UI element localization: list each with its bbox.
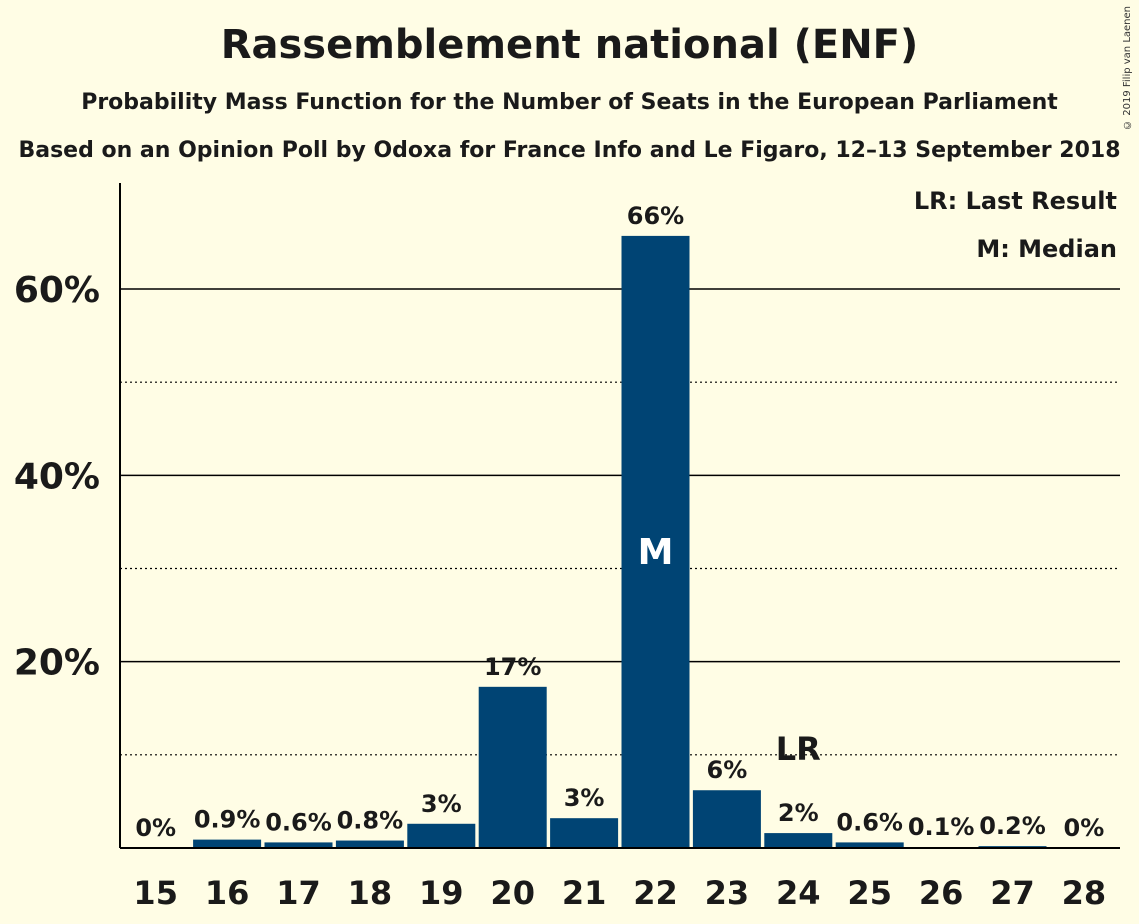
bar-22 [621, 235, 690, 848]
data-label-24: 2% [778, 799, 819, 827]
bar-23 [692, 790, 761, 848]
bar-24 [764, 833, 833, 848]
data-label-17: 0.6% [265, 808, 332, 836]
last-result-marker: LR [776, 730, 821, 768]
bar-16 [193, 839, 262, 848]
chart-title: Rassemblement national (ENF) [220, 22, 919, 68]
chart-source: Based on an Opinion Poll by Odoxa for Fr… [18, 138, 1121, 163]
x-tick-label-17: 17 [276, 874, 321, 912]
x-tick-label-23: 23 [705, 874, 750, 912]
x-tick-label-16: 16 [205, 874, 250, 912]
median-marker: M [638, 532, 674, 573]
x-tick-label-21: 21 [562, 874, 607, 912]
y-tick-label: 60% [14, 270, 100, 311]
x-tick-label-22: 22 [633, 874, 678, 912]
data-label-19: 3% [421, 790, 462, 818]
x-tick-label-20: 20 [490, 874, 535, 912]
data-label-28: 0% [1064, 814, 1105, 842]
data-label-25: 0.6% [836, 808, 903, 836]
x-tick-label-26: 26 [919, 874, 964, 912]
data-label-27: 0.2% [979, 812, 1046, 840]
bar-18 [335, 840, 404, 848]
data-label-23: 6% [707, 756, 748, 784]
x-tick-label-18: 18 [348, 874, 393, 912]
x-tick-label-27: 27 [990, 874, 1035, 912]
x-tick-label-28: 28 [1062, 874, 1107, 912]
data-label-20: 17% [484, 653, 541, 681]
bar-25 [835, 842, 904, 848]
data-label-18: 0.8% [337, 807, 404, 835]
y-tick-label: 20% [14, 643, 100, 684]
bar-21 [550, 818, 619, 848]
y-tick-label: 40% [14, 456, 100, 497]
chart-subtitle: Probability Mass Function for the Number… [81, 90, 1058, 115]
bar-19 [407, 823, 476, 848]
bar-17 [264, 842, 333, 848]
legend-last-result: LR: Last Result [914, 187, 1117, 215]
data-label-16: 0.9% [194, 806, 261, 834]
x-tick-label-15: 15 [133, 874, 178, 912]
x-tick-label-25: 25 [847, 874, 892, 912]
data-label-26: 0.1% [908, 813, 975, 841]
bar-20 [478, 686, 547, 848]
data-label-21: 3% [564, 784, 605, 812]
legend-median: M: Median [976, 235, 1117, 263]
x-tick-label-24: 24 [776, 874, 821, 912]
x-tick-label-19: 19 [419, 874, 464, 912]
data-label-15: 0% [135, 814, 176, 842]
data-label-22: 66% [627, 202, 684, 230]
